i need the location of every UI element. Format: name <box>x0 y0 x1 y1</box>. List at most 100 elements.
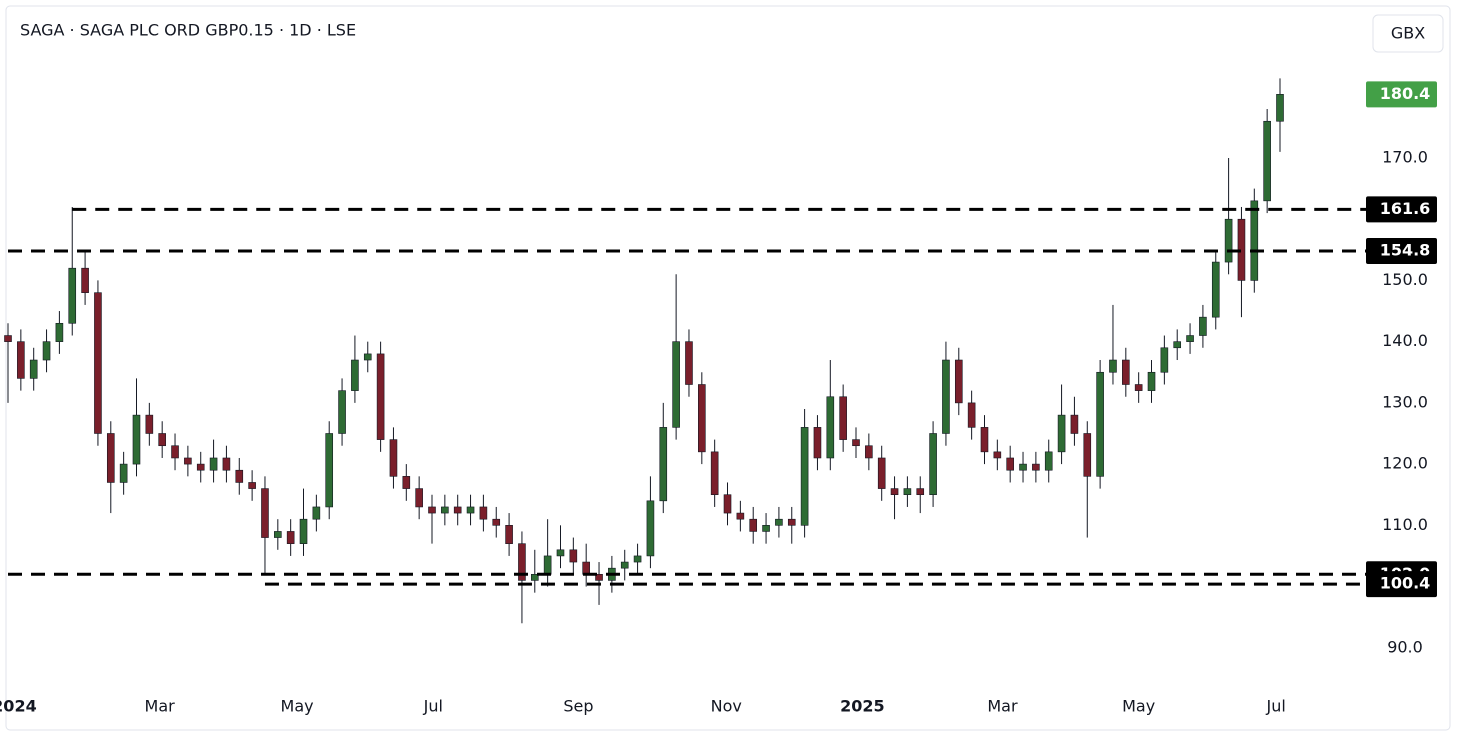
last-price-label: 180.4 <box>1380 84 1431 103</box>
candle-body <box>1263 120 1271 202</box>
candle-body <box>1096 371 1104 477</box>
candle-body <box>890 488 899 496</box>
candle-body <box>492 518 501 526</box>
candle-body <box>479 506 488 520</box>
candle-body <box>916 488 925 496</box>
candle-body <box>1032 463 1040 471</box>
frame <box>5 5 1451 731</box>
candle-body <box>1057 414 1066 453</box>
candle-body <box>710 451 719 496</box>
candle-body <box>967 402 976 428</box>
candle-body <box>530 573 539 581</box>
level-label: 100.4 <box>1380 574 1431 593</box>
candle-body <box>1211 261 1220 318</box>
candle-body <box>428 506 436 514</box>
candle-body <box>1173 341 1182 349</box>
candle-body <box>582 561 590 575</box>
candle-body <box>980 427 989 453</box>
candle-body <box>749 518 758 532</box>
level-label: 154.8 <box>1380 241 1431 260</box>
candle-body <box>274 531 282 538</box>
currency-button[interactable] <box>1372 14 1444 53</box>
candle-body <box>235 469 244 483</box>
candle-body <box>685 341 693 385</box>
candle-body <box>1160 347 1169 373</box>
candle-body <box>466 506 475 514</box>
candle-body <box>620 561 629 569</box>
candle-body <box>415 488 423 508</box>
candle-body <box>261 488 269 538</box>
candle-body <box>376 353 385 440</box>
level-tag <box>1366 238 1437 265</box>
currency-label[interactable]: GBX <box>1391 24 1425 43</box>
candle-body <box>1006 457 1014 471</box>
x-tick-label: Jul <box>1265 697 1285 716</box>
x-tick-label: May <box>1122 697 1155 716</box>
candle-body <box>852 439 860 447</box>
candle-body <box>813 427 822 459</box>
candle-body <box>505 525 513 544</box>
candle-body <box>402 476 411 489</box>
candle-body <box>338 390 346 434</box>
candle-body <box>209 457 218 471</box>
candle-body <box>942 359 950 434</box>
y-tick-label: 140.0 <box>1382 331 1428 350</box>
candle-body <box>1134 384 1143 391</box>
candle-body <box>1276 94 1284 122</box>
candle-body <box>17 341 25 379</box>
candle-body <box>248 482 256 489</box>
candle-body <box>94 292 102 434</box>
y-tick-label: 110.0 <box>1382 515 1428 534</box>
candle-body <box>68 267 77 324</box>
candle-body <box>325 433 334 508</box>
candle-body <box>865 445 873 459</box>
y-tick-label: 90.0 <box>1387 637 1423 656</box>
candle-body <box>351 359 359 391</box>
candle-body <box>800 427 809 526</box>
candle-body <box>659 427 668 502</box>
candle-body <box>518 543 526 581</box>
candle-body <box>787 518 796 526</box>
candle-body <box>903 488 912 496</box>
candle-body <box>877 457 886 489</box>
y-tick-label: 130.0 <box>1382 392 1428 411</box>
candle-body <box>839 396 847 440</box>
candle-body <box>441 506 449 514</box>
candle-body <box>1083 433 1092 477</box>
candle-body <box>106 433 115 483</box>
candle-body <box>826 396 835 459</box>
candle-body <box>633 555 642 563</box>
level-tag <box>1366 571 1437 598</box>
candle-body <box>1122 359 1130 385</box>
candle-body <box>453 506 462 514</box>
level-label: 161.6 <box>1380 199 1431 218</box>
candle-body <box>543 555 552 575</box>
x-tick-label: 2025 <box>840 697 885 716</box>
candle-body <box>672 341 680 428</box>
candle-body <box>1070 414 1079 434</box>
candle-body <box>736 512 745 520</box>
x-tick-label: May <box>281 697 314 716</box>
candle-body <box>646 500 655 557</box>
candle-body <box>929 433 937 496</box>
last-price-tag <box>1366 81 1437 108</box>
candle-body <box>42 341 51 361</box>
candle-body <box>145 414 154 434</box>
candle-body <box>1109 359 1117 373</box>
candle-body <box>119 463 128 483</box>
candle-body <box>171 445 179 459</box>
candle-body <box>389 439 398 477</box>
candle-body <box>723 494 732 514</box>
y-tick-label: 150.0 <box>1382 270 1428 289</box>
candle-body <box>55 322 64 342</box>
candle-body <box>1044 451 1053 471</box>
candle-body <box>132 414 141 465</box>
candle-body <box>1199 316 1207 336</box>
x-tick-label: Sep <box>563 697 593 716</box>
candle-body <box>762 525 770 532</box>
candle-body <box>196 463 205 471</box>
x-tick-label: Jul <box>423 697 443 716</box>
y-tick-label: 170.0 <box>1382 147 1428 166</box>
candle-body <box>1019 463 1027 471</box>
chart-title: SAGA · SAGA PLC ORD GBP0.15 · 1D · LSE <box>20 21 356 40</box>
